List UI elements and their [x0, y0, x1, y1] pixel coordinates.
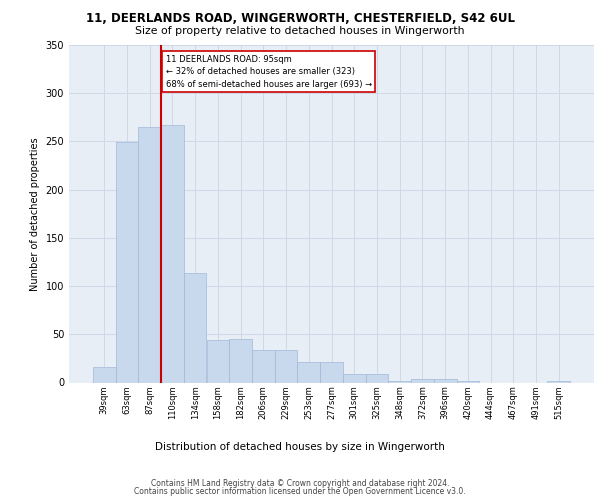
Bar — [161, 125, 184, 382]
Text: Distribution of detached houses by size in Wingerworth: Distribution of detached houses by size … — [155, 442, 445, 452]
Bar — [275, 350, 298, 382]
Text: 11, DEERLANDS ROAD, WINGERWORTH, CHESTERFIELD, S42 6UL: 11, DEERLANDS ROAD, WINGERWORTH, CHESTER… — [86, 12, 515, 24]
Bar — [116, 142, 139, 382]
Bar — [252, 350, 275, 382]
Bar — [434, 378, 457, 382]
Bar — [93, 367, 116, 382]
Bar — [184, 272, 206, 382]
Text: 11 DEERLANDS ROAD: 95sqm
← 32% of detached houses are smaller (323)
68% of semi-: 11 DEERLANDS ROAD: 95sqm ← 32% of detach… — [166, 54, 372, 88]
Bar — [206, 340, 229, 382]
Bar — [365, 374, 388, 382]
Bar — [298, 362, 320, 382]
Text: Contains HM Land Registry data © Crown copyright and database right 2024.: Contains HM Land Registry data © Crown c… — [151, 478, 449, 488]
Bar — [343, 374, 365, 382]
Bar — [411, 378, 434, 382]
Y-axis label: Number of detached properties: Number of detached properties — [30, 137, 40, 290]
Bar — [547, 380, 570, 382]
Bar — [139, 127, 161, 382]
Bar — [320, 362, 343, 382]
Bar — [388, 380, 411, 382]
Bar — [457, 380, 479, 382]
Bar — [229, 339, 252, 382]
Text: Contains public sector information licensed under the Open Government Licence v3: Contains public sector information licen… — [134, 487, 466, 496]
Text: Size of property relative to detached houses in Wingerworth: Size of property relative to detached ho… — [135, 26, 465, 36]
